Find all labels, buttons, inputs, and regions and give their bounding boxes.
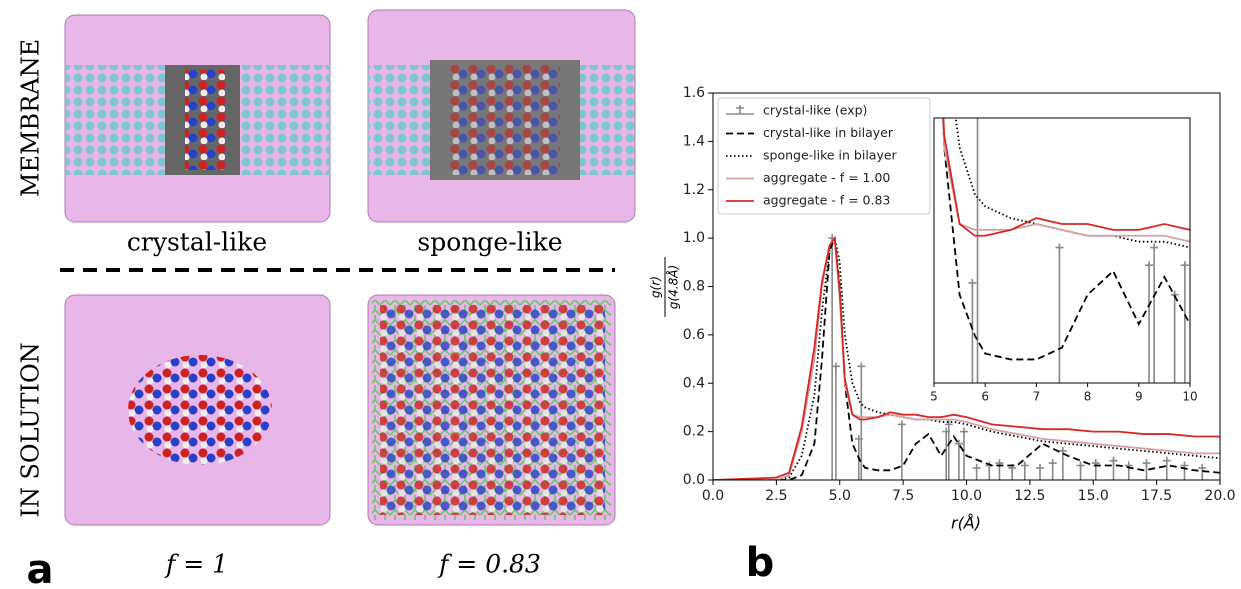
x-tick-label: 15.0: [1078, 488, 1109, 504]
x-tick-label: 0.0: [702, 488, 724, 504]
panel-crystal-membrane: [64, 14, 331, 223]
y-axis-label: g(r): [649, 276, 663, 298]
series-line: [941, 118, 1190, 243]
plot-series: [713, 234, 1220, 480]
panel-crystal-solution: [64, 294, 331, 526]
plot-frame: [933, 117, 1191, 384]
x-tick-label: 12.5: [1014, 488, 1045, 504]
series-line: [942, 118, 1190, 237]
stem-marker: [831, 362, 840, 371]
column-label: crystal-like: [127, 228, 267, 257]
panel-sponge-membrane: [367, 9, 636, 223]
plot-series: [941, 118, 1240, 383]
legend-label: crystal-like (exp): [763, 103, 867, 118]
inset-x-tick-label: 6: [981, 390, 989, 404]
inset-x-tick-label: 8: [1084, 390, 1092, 404]
legend-label: aggregate - f = 0.83: [763, 193, 890, 208]
series-line: [942, 118, 1190, 361]
y-tick-label: 1.4: [683, 133, 705, 149]
x-tick-label: 7.5: [892, 488, 914, 504]
stem-marker: [857, 362, 866, 371]
stem-marker: [1145, 261, 1154, 270]
y-tick-label: 1.0: [683, 230, 705, 246]
row-label: MEMBRANE: [17, 39, 45, 197]
inset-x-tick-label: 5: [930, 390, 938, 404]
legend-label: sponge-like in bilayer: [763, 148, 898, 163]
row-label: IN SOLUTION: [17, 342, 45, 517]
column-label: sponge-like: [417, 228, 562, 257]
stem-marker: [1150, 243, 1159, 252]
stem-marker: [1055, 243, 1064, 252]
x-tick-label: 2.5: [765, 488, 787, 504]
legend-label: crystal-like in bilayer: [763, 125, 894, 140]
x-tick-label: 20.0: [1204, 488, 1235, 504]
panel-sponge-solution: [367, 294, 616, 526]
stem-marker: [897, 420, 906, 429]
stem-marker: [1036, 463, 1045, 472]
legend-swatch: [736, 105, 744, 114]
stem-marker: [1180, 261, 1189, 270]
bottom-label: f = 0.83: [437, 550, 541, 579]
stem-marker: [944, 420, 953, 429]
y-tick-label: 0.6: [683, 327, 705, 343]
stem-marker: [1142, 459, 1151, 468]
y-tick-label: 0.8: [683, 279, 705, 295]
x-tick-label: 5.0: [829, 488, 851, 504]
stem-marker: [968, 278, 977, 287]
bottom-label: f = 1: [164, 550, 228, 579]
inset-x-tick-label: 9: [1135, 390, 1143, 404]
series-line: [713, 235, 1220, 480]
y-axis-label: g(4.8Å): [666, 265, 681, 309]
stem-marker: [954, 439, 963, 448]
y-tick-label: 1.2: [683, 182, 705, 198]
x-tick-label: 10.0: [951, 488, 982, 504]
y-tick-label: 0.0: [683, 472, 705, 488]
stem-marker: [1058, 446, 1067, 455]
stem-marker: [1198, 463, 1207, 472]
panel-letter: a: [27, 547, 54, 585]
y-tick-label: 0.4: [683, 375, 705, 391]
stem-marker: [1048, 459, 1057, 468]
stem-marker: [1162, 456, 1171, 465]
stem-marker: [972, 463, 981, 472]
series-line: [713, 235, 1220, 480]
y-tick-label: 0.2: [683, 424, 705, 440]
x-axis-label: r(Å): [951, 514, 981, 533]
stem-marker: [1076, 461, 1085, 470]
inset-x-tick-label: 10: [1182, 390, 1197, 404]
panel-letter: b: [746, 540, 775, 585]
inset-x-tick-label: 7: [1033, 390, 1041, 404]
stem-marker: [1020, 461, 1029, 470]
legend-label: aggregate - f = 1.00: [763, 170, 890, 185]
x-tick-label: 17.5: [1141, 488, 1172, 504]
legend-box: [717, 97, 931, 215]
y-tick-label: 1.6: [683, 85, 705, 101]
stem-marker: [1232, 344, 1240, 352]
stem-marker: [959, 427, 968, 436]
stem-marker: [1109, 456, 1118, 465]
